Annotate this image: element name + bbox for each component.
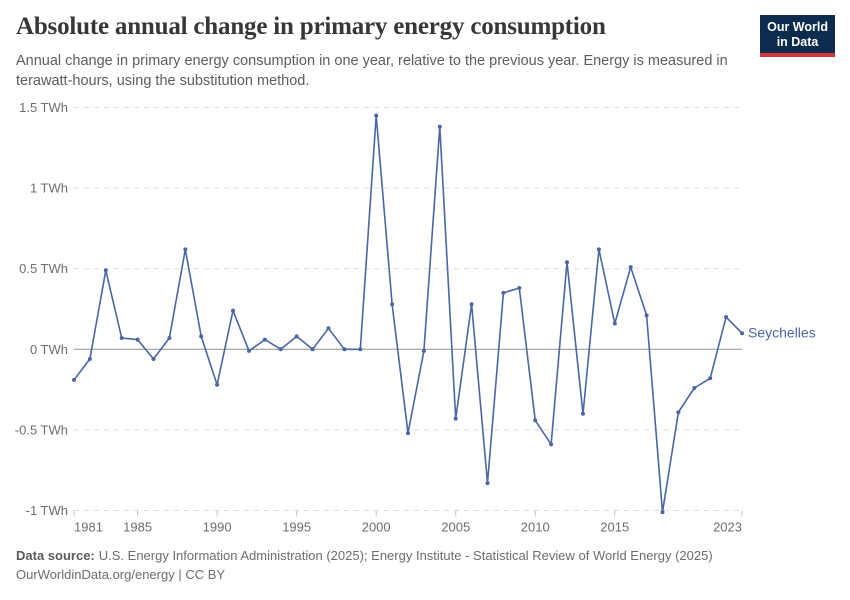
data-point-marker[interactable] (581, 411, 585, 416)
data-point-marker[interactable] (676, 410, 681, 415)
data-point-marker[interactable] (437, 124, 442, 129)
y-axis-tick-label: 0.5 TWh (19, 261, 68, 276)
data-point-marker[interactable] (533, 418, 538, 423)
y-axis-tick-label: 1.5 TWh (19, 100, 68, 115)
x-axis-tick-label: 2010 (521, 520, 550, 535)
data-point-marker[interactable] (358, 347, 363, 352)
data-point-marker[interactable] (119, 336, 124, 340)
data-point-marker[interactable] (231, 308, 235, 313)
data-point-marker[interactable] (87, 357, 92, 361)
data-point-marker[interactable] (628, 265, 633, 270)
data-point-marker[interactable] (501, 290, 506, 295)
data-point-marker[interactable] (517, 286, 522, 290)
data-point-marker[interactable] (342, 347, 347, 352)
page-title: Absolute annual change in primary energy… (16, 13, 606, 40)
data-point-marker[interactable] (72, 377, 76, 382)
data-source-text: U.S. Energy Information Administration (… (98, 548, 713, 563)
data-point-marker[interactable] (151, 357, 156, 361)
data-point-marker[interactable] (724, 315, 729, 320)
data-point-marker[interactable] (247, 348, 251, 353)
data-point-marker[interactable] (485, 481, 490, 486)
data-point-marker[interactable] (692, 386, 697, 390)
data-point-marker[interactable] (374, 113, 379, 118)
series-line[interactable] (73, 114, 743, 513)
logo-line-2: in Data (776, 35, 819, 49)
chart-canvas[interactable]: 1.5 TWh 1 TWh 0.5 TWh 0 TWh -0.5 TWh -1 TWh 19… (0, 0, 850, 545)
data-point-marker[interactable] (326, 326, 331, 331)
x-axis-tick-label: 1985 (123, 520, 152, 535)
data-point-marker[interactable] (183, 247, 188, 252)
data-point-marker[interactable] (262, 337, 267, 342)
y-axis-tick-label: -1 TWh (26, 503, 68, 518)
data-point-marker[interactable] (294, 334, 299, 339)
y-axis-tick-label: -0.5 TWh (15, 422, 68, 437)
data-point-marker[interactable] (612, 321, 617, 326)
data-point-marker[interactable] (565, 260, 569, 265)
logo-line-1: Our World (767, 20, 828, 34)
data-point-marker[interactable] (549, 442, 554, 447)
data-point-marker[interactable] (390, 302, 395, 307)
x-axis-tick-label: 2023 (713, 520, 742, 535)
data-point-marker[interactable] (310, 347, 315, 352)
y-axis-tick-label: 0 TWh (30, 342, 68, 357)
data-point-marker[interactable] (469, 302, 474, 307)
data-point-marker[interactable] (135, 337, 140, 342)
x-axis-tick-label: 1981 (74, 520, 103, 535)
x-axis-tick-label: 1990 (203, 520, 232, 535)
x-axis-tick-label: 2000 (362, 520, 391, 535)
data-point-marker[interactable] (406, 431, 410, 436)
x-axis-tick-label: 1995 (282, 520, 311, 535)
data-point-marker[interactable] (421, 348, 426, 353)
data-point-marker[interactable] (740, 331, 744, 336)
data-point-marker[interactable] (708, 376, 713, 381)
data-point-marker[interactable] (644, 313, 649, 318)
chart-subtitle: Annual change in primary energy consumpt… (16, 53, 728, 89)
data-source-label: Data source: (16, 548, 95, 563)
chart-footer: Data source: U.S. Energy Information Admi… (16, 547, 713, 584)
data-point-marker[interactable] (199, 334, 204, 339)
data-point-marker[interactable] (278, 347, 283, 352)
data-point-marker[interactable] (453, 416, 458, 421)
series-end-label[interactable]: Seychelles (748, 325, 816, 341)
data-point-marker[interactable] (167, 336, 172, 340)
data-point-marker[interactable] (660, 510, 665, 515)
data-point-marker[interactable] (215, 382, 220, 387)
y-axis-tick-label: 1 TWh (30, 181, 68, 196)
x-axis-tick-label: 2005 (441, 520, 470, 535)
data-point-marker[interactable] (596, 247, 601, 252)
x-axis-tick-label: 2015 (600, 520, 629, 535)
data-point-marker[interactable] (103, 268, 108, 273)
owid-logo[interactable]: Our World in Data (760, 15, 835, 57)
owid-url-license[interactable]: OurWorldinData.org/energy | CC BY (16, 566, 226, 582)
